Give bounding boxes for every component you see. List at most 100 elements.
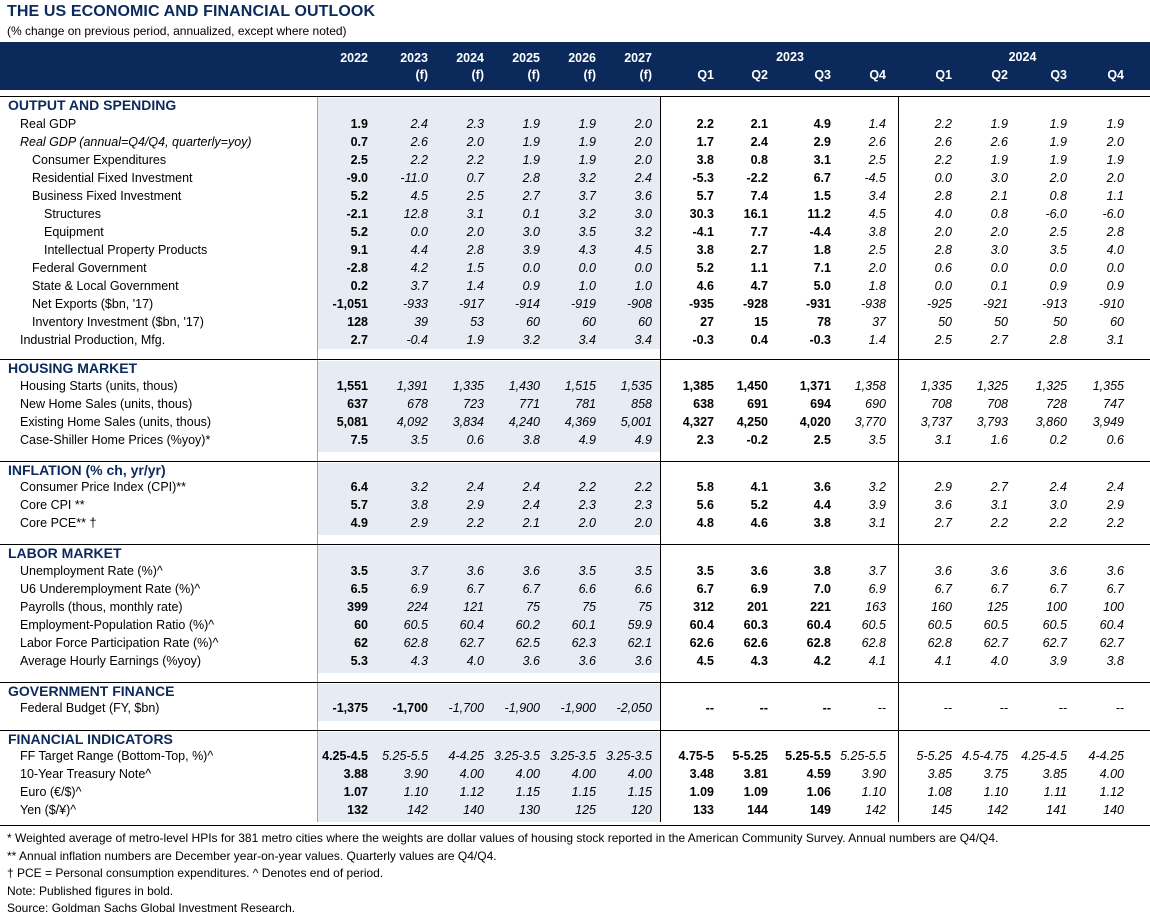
table-cell: 3.90 [861, 767, 886, 781]
table-cell: 141 [1046, 803, 1067, 817]
table-cell: 2.2 [578, 480, 596, 494]
section-rule [0, 96, 1150, 97]
table-cell: 2.6 [868, 135, 886, 149]
header-year: 2022 [340, 51, 368, 65]
table-cell: 2.0 [868, 261, 886, 275]
table-cell: 60 [354, 618, 368, 632]
table-cell: 4.1 [750, 480, 768, 494]
table-cell: 3,949 [1092, 415, 1124, 429]
table-cell: 4,092 [396, 415, 428, 429]
table-cell: 5.2 [350, 225, 368, 239]
table-cell: -- [705, 701, 714, 715]
footnote: Source: Goldman Sachs Global Investment … [7, 901, 296, 915]
table-cell: 62.8 [861, 636, 886, 650]
table-cell: -4.4 [809, 225, 831, 239]
table-cell: 3.7 [410, 564, 428, 578]
table-cell: 690 [865, 397, 886, 411]
table-cell: 1.12 [459, 785, 484, 799]
table-cell: 144 [747, 803, 768, 817]
header-quarter: Q2 [751, 68, 768, 82]
table-cell: 3,860 [1035, 415, 1067, 429]
table-cell: 2.8 [934, 189, 952, 203]
section-title: HOUSING MARKET [8, 360, 138, 376]
table-cell: 2.5 [350, 153, 368, 167]
table-cell: 3.5 [410, 433, 428, 447]
table-cell: 60.4 [459, 618, 484, 632]
table-cell: 1,515 [564, 379, 596, 393]
table-cell: 6.7 [990, 582, 1008, 596]
table-cell: 6.9 [410, 582, 428, 596]
table-cell: 3.2 [578, 171, 596, 185]
section-rule [0, 544, 1150, 545]
table-cell: 4,369 [564, 415, 596, 429]
table-cell: 1.09 [689, 785, 714, 799]
table-cell: 6.6 [578, 582, 596, 596]
header-group-2023: 2023 [776, 50, 804, 64]
table-cell: 2.2 [466, 516, 484, 530]
table-cell: 2.2 [1049, 516, 1067, 530]
table-cell: 125 [987, 600, 1008, 614]
annual-shade [317, 732, 660, 822]
table-cell: 4.4 [813, 498, 831, 512]
table-cell: -9.0 [346, 171, 368, 185]
table-cell: 2.0 [634, 117, 652, 131]
table-cell: 0.8 [990, 207, 1008, 221]
table-cell: 39 [414, 315, 428, 329]
table-cell: 2.0 [1106, 171, 1124, 185]
table-cell: 2.1 [750, 117, 768, 131]
table-cell: 1.9 [1049, 135, 1067, 149]
table-cell: 1.8 [813, 243, 831, 257]
row-label: Equipment [44, 225, 104, 239]
table-cell: 2.5 [466, 189, 484, 203]
table-cell: 3.1 [934, 433, 952, 447]
table-cell: 5,081 [336, 415, 368, 429]
table-cell: 3.6 [522, 654, 540, 668]
table-cell: 224 [407, 600, 428, 614]
table-cell: 1.5 [813, 189, 831, 203]
table-cell: 4.3 [578, 243, 596, 257]
table-cell: 6.7 [696, 582, 714, 596]
section-title: OUTPUT AND SPENDING [8, 97, 177, 113]
table-cell: 3.0 [1049, 498, 1067, 512]
table-cell: 0.6 [1106, 433, 1124, 447]
section-rule [0, 682, 1150, 683]
row-label: Core PCE** † [20, 516, 97, 530]
table-cell: 3.8 [410, 498, 428, 512]
table-cell: 3.6 [578, 654, 596, 668]
header-quarter: Q1 [697, 68, 714, 82]
table-cell: -6.0 [1045, 207, 1067, 221]
table-cell: 1.8 [868, 279, 886, 293]
table-cell: 60.5 [403, 618, 428, 632]
table-cell: 78 [817, 315, 831, 329]
table-cell: 7.7 [750, 225, 768, 239]
table-cell: -0.4 [406, 333, 428, 347]
table-cell: 133 [693, 803, 714, 817]
table-cell: -928 [742, 297, 768, 311]
table-cell: -921 [982, 297, 1008, 311]
table-cell: 62.7 [1099, 636, 1124, 650]
table-cell: 0.7 [350, 135, 368, 149]
row-label: State & Local Government [32, 279, 179, 293]
table-cell: 694 [810, 397, 831, 411]
table-cell: 1.07 [343, 785, 368, 799]
header-quarter: Q4 [1107, 68, 1124, 82]
table-cell: 2.3 [696, 433, 714, 447]
table-cell: 2.8 [522, 171, 540, 185]
table-cell: 0.8 [1049, 189, 1067, 203]
divider [898, 96, 899, 822]
table-cell: 5.7 [350, 498, 368, 512]
header-forecast-flag: (f) [471, 68, 485, 82]
table-cell: 0.0 [578, 261, 596, 275]
table-cell: 1.9 [522, 117, 540, 131]
table-cell: 3,793 [976, 415, 1008, 429]
table-cell: 3.88 [343, 767, 368, 781]
table-cell: -933 [402, 297, 428, 311]
table-cell: 747 [1103, 397, 1124, 411]
table-cell: 7.5 [350, 433, 368, 447]
table-cell: 638 [693, 397, 714, 411]
table-cell: 50 [1053, 315, 1067, 329]
table-cell: 1.1 [750, 261, 768, 275]
table-cell: 15 [754, 315, 768, 329]
table-cell: 0.9 [1049, 279, 1067, 293]
table-cell: 2.0 [634, 135, 652, 149]
